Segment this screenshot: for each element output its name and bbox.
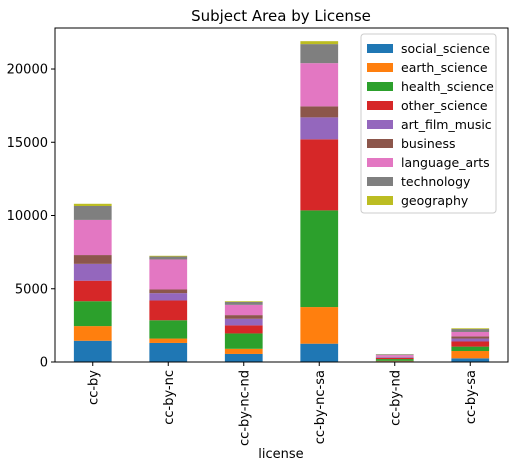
legend-box bbox=[360, 33, 497, 214]
bar-segment-cc-by-other_science bbox=[73, 280, 112, 302]
bar-segment-cc-by-nd-art_film_music bbox=[375, 357, 414, 358]
bar-segment-cc-by-nc-business bbox=[149, 289, 188, 294]
bar-segment-cc-by-nc-nd-other_science bbox=[224, 325, 263, 334]
bar-segment-cc-by-nc-sa-business bbox=[300, 106, 339, 118]
legend-swatch-art_film_music bbox=[367, 120, 393, 129]
legend-swatch-technology bbox=[367, 177, 393, 186]
bar-segment-cc-by-sa-geography bbox=[451, 328, 490, 330]
plot-area-frame bbox=[54, 27, 509, 363]
legend-swatch-earth_science bbox=[367, 63, 393, 72]
bar-segment-cc-by-social_science bbox=[73, 340, 112, 362]
legend-label-technology: technology bbox=[401, 174, 471, 189]
bar-segment-cc-by-nc-sa-other_science bbox=[300, 139, 339, 211]
bar-segment-cc-by-sa-other_science bbox=[451, 341, 490, 347]
x-tick-label: cc-by bbox=[86, 370, 101, 405]
bar-segment-cc-by-nc-other_science bbox=[149, 300, 188, 321]
legend-swatch-business bbox=[367, 139, 393, 148]
bar-segment-cc-by-nc-sa-art_film_music bbox=[300, 117, 339, 140]
x-tick-label: cc-by-nc-sa bbox=[313, 370, 328, 444]
y-tick-label: 10000 bbox=[7, 209, 48, 224]
bar-segment-cc-by-nc-nd-health_science bbox=[224, 333, 263, 349]
bar-segment-cc-by-nc-sa-health_science bbox=[300, 210, 339, 308]
bar-segment-cc-by-nc-nd-language_arts bbox=[224, 304, 263, 316]
legend-label-other_science: other_science bbox=[401, 98, 488, 113]
bar-segment-cc-by-nc-geography bbox=[149, 255, 188, 257]
bar-segment-cc-by-nc-earth_science bbox=[149, 338, 188, 343]
bar-segment-cc-by-nc-sa-technology bbox=[300, 44, 339, 64]
bar-segment-cc-by-nc-language_arts bbox=[149, 259, 188, 290]
bar-segment-cc-by-nd-health_science bbox=[375, 359, 414, 361]
legend-label-health_science: health_science bbox=[401, 79, 494, 94]
bar-segment-cc-by-sa-health_science bbox=[451, 346, 490, 352]
x-tick-label: cc-by-nc-nd bbox=[237, 370, 252, 446]
bar-segment-cc-by-nc-nd-geography bbox=[224, 301, 263, 302]
bar-segment-cc-by-nd-language_arts bbox=[375, 355, 414, 357]
bar-segment-cc-by-nc-social_science bbox=[149, 342, 188, 362]
bar-segment-cc-by-business bbox=[73, 255, 112, 264]
bar-segment-cc-by-language_arts bbox=[73, 219, 112, 256]
x-tick-label: cc-by-nd bbox=[388, 370, 403, 426]
chart-title: Subject Area by License bbox=[191, 7, 371, 25]
x-tick-label: cc-by-sa bbox=[464, 370, 479, 424]
x-tick-label: cc-by-nc bbox=[162, 370, 177, 425]
bar-segment-cc-by-geography bbox=[73, 203, 112, 206]
bar-segment-cc-by-nc-sa-language_arts bbox=[300, 63, 339, 107]
bar-segment-cc-by-art_film_music bbox=[73, 263, 112, 281]
y-tick-label: 15000 bbox=[7, 136, 48, 151]
bar-segment-cc-by-nc-nd-technology bbox=[224, 301, 263, 305]
legend-swatch-language_arts bbox=[367, 158, 393, 167]
legend-label-business: business bbox=[401, 136, 455, 151]
bar-segment-cc-by-sa-language_arts bbox=[451, 331, 490, 337]
bar-segment-cc-by-sa-earth_science bbox=[451, 351, 490, 359]
bar-segment-cc-by-sa-business bbox=[451, 336, 490, 339]
y-axis: 0 5000 10000 15000 20000 bbox=[7, 63, 55, 371]
bar-segment-cc-by-nc-sa-earth_science bbox=[300, 307, 339, 344]
bar-segment-cc-by-nc-nd-art_film_music bbox=[224, 318, 263, 326]
bar-segment-cc-by-nc-nd-social_science bbox=[224, 353, 263, 362]
bar-segment-cc-by-health_science bbox=[73, 301, 112, 327]
x-axis-title: license bbox=[258, 447, 303, 462]
bars-group bbox=[73, 41, 490, 362]
y-tick-label: 5000 bbox=[15, 282, 48, 297]
bar-segment-cc-by-sa-social_science bbox=[451, 358, 490, 362]
legend-label-social_science: social_science bbox=[401, 41, 490, 56]
legend-label-language_arts: language_arts bbox=[401, 155, 490, 170]
bar-segment-cc-by-nc-sa-geography bbox=[300, 41, 339, 45]
bar-segment-cc-by-sa-art_film_music bbox=[451, 338, 490, 342]
bar-segment-cc-by-nc-sa-social_science bbox=[300, 343, 339, 362]
legend: social_science earth_science health_scienc… bbox=[360, 33, 497, 214]
bar-segment-cc-by-nd-technology bbox=[375, 354, 414, 356]
bar-segment-cc-by-nd-other_science bbox=[375, 357, 414, 360]
bar-segment-cc-by-nc-nd-business bbox=[224, 315, 263, 319]
legend-label-geography: geography bbox=[401, 193, 469, 208]
legend-label-earth_science: earth_science bbox=[401, 60, 488, 75]
bar-segment-cc-by-technology bbox=[73, 205, 112, 220]
bar-segment-cc-by-nc-technology bbox=[149, 256, 188, 260]
x-axis: cc-by cc-by-nc cc-by-nc-nd cc-by-nc-sa cc-by… bbox=[86, 362, 479, 446]
legend-swatch-geography bbox=[367, 196, 393, 205]
legend-swatch-health_science bbox=[367, 82, 393, 91]
y-tick-label: 20000 bbox=[7, 63, 48, 78]
bar-segment-cc-by-sa-technology bbox=[451, 329, 490, 332]
bar-segment-cc-by-earth_science bbox=[73, 326, 112, 341]
bar-segment-cc-by-nc-health_science bbox=[149, 320, 188, 339]
legend-swatch-other_science bbox=[367, 101, 393, 110]
bar-segment-cc-by-nc-nd-earth_science bbox=[224, 348, 263, 354]
bar-segment-cc-by-nc-art_film_music bbox=[149, 293, 188, 301]
y-tick-label: 0 bbox=[40, 356, 48, 371]
legend-label-art_film_music: art_film_music bbox=[401, 117, 492, 132]
legend-swatch-social_science bbox=[367, 44, 393, 53]
